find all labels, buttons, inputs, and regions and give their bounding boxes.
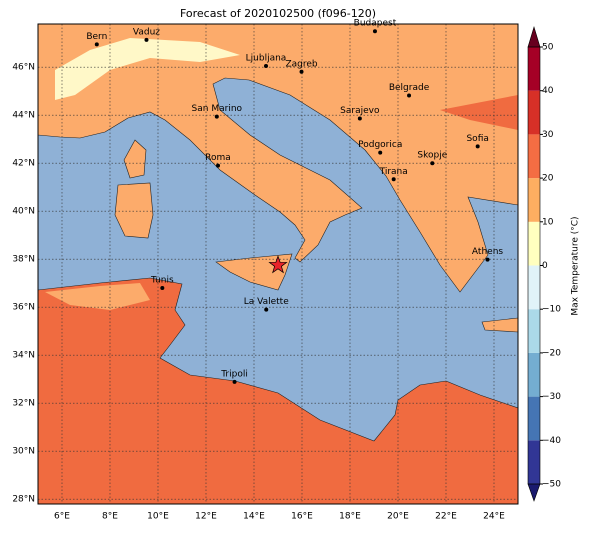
city-dot <box>372 29 377 34</box>
colorbar-band <box>528 134 540 179</box>
x-tick-label: 18°E <box>339 512 361 522</box>
city-label: Belgrade <box>389 83 430 93</box>
x-tick-label: 6°E <box>54 512 70 522</box>
location-marker <box>268 255 288 274</box>
city-label: Sarajevo <box>340 106 380 116</box>
colorbar-band <box>528 47 540 91</box>
city-dot <box>378 150 383 155</box>
colorbar-band <box>528 396 540 441</box>
city-dot <box>264 307 269 312</box>
colorbar-tick-label: 20 <box>542 174 554 184</box>
colorbar-under <box>527 483 541 502</box>
city-dot <box>475 144 480 149</box>
y-tick-label: 36°N <box>12 303 35 313</box>
title: Forecast of 2020102500 (f096-120) <box>180 7 376 20</box>
city-dot <box>94 42 99 47</box>
city-dot <box>232 379 237 384</box>
y-tick-label: 32°N <box>12 399 35 409</box>
city-label: Zagreb <box>285 59 317 69</box>
corsica <box>123 139 147 179</box>
colorbar-band <box>528 221 540 266</box>
colorbar-tick-label: −30 <box>542 392 561 402</box>
y-tick-label: 34°N <box>12 351 35 361</box>
x-tick-label: 12°E <box>195 512 217 522</box>
colorbar-tick-label: 0 <box>542 261 548 271</box>
y-tick-label: 30°N <box>12 447 35 457</box>
colorbar-tick-label: −50 <box>542 480 561 490</box>
y-tick-label: 38°N <box>12 255 35 265</box>
colorbar-band <box>528 440 540 484</box>
city-label: Tunis <box>150 276 174 286</box>
colorbar-tick-label: 10 <box>542 217 554 227</box>
x-tick-label: 24°E <box>483 512 505 522</box>
colorbar-tick-label: 30 <box>542 130 554 140</box>
city-dot <box>214 114 219 119</box>
colorbar-band <box>528 309 540 353</box>
colorbar-over <box>527 25 541 48</box>
balkans-warm <box>440 95 518 130</box>
colorbar-tick-label: −40 <box>542 436 561 446</box>
city-dot <box>264 64 268 68</box>
city-label: Bern <box>86 32 107 42</box>
y-tick-label: 44°N <box>12 111 35 121</box>
colorbar-tick-label: 50 <box>542 43 554 53</box>
colorbar-band <box>528 90 540 135</box>
colorbar: −50 −40 −30 −20 −10 0 10 20 30 40 50 <box>527 25 561 502</box>
city-dot <box>160 286 165 290</box>
city-dot <box>407 93 412 98</box>
city-label: Sofia <box>466 134 488 144</box>
crete <box>481 317 518 333</box>
y-tick-label: 46°N <box>12 63 35 73</box>
y-tick-label: 42°N <box>12 159 35 169</box>
colorbar-tick-label: −20 <box>542 348 561 358</box>
x-tick-label: 20°E <box>387 512 409 522</box>
city-label: Podgorica <box>358 140 402 150</box>
city-label: Skopje <box>417 151 447 161</box>
city-label: Athens <box>472 247 503 257</box>
x-tick-label: 14°E <box>243 512 265 522</box>
city-dot <box>430 161 435 166</box>
city-label: Tripoli <box>220 369 248 379</box>
city-dot <box>391 177 396 182</box>
city-dot <box>357 116 362 121</box>
colorbar-tick-label: 40 <box>542 86 554 96</box>
x-tick-label: 16°E <box>291 512 313 522</box>
alps <box>55 38 240 100</box>
africa-warm-patch <box>45 283 150 310</box>
colorbar-tick-label: −10 <box>542 305 561 315</box>
city-dot <box>299 69 304 74</box>
city-label: San Marino <box>192 104 243 114</box>
colorbar-band <box>528 352 540 397</box>
city-dot <box>216 163 220 168</box>
colorbar-label: Max Temperature (°C) <box>571 216 581 315</box>
y-tick-label: 28°N <box>12 495 35 505</box>
y-tick-label: 40°N <box>12 207 35 217</box>
city-label: Vaduz <box>133 27 160 37</box>
x-tick-label: 22°E <box>435 512 457 522</box>
city-label: Tirana <box>379 167 408 177</box>
map-frame <box>37 23 519 505</box>
colorbar-band <box>528 265 540 310</box>
city-label: Roma <box>205 153 231 163</box>
x-tick-label: 10°E <box>147 512 169 522</box>
city-dot <box>485 257 490 262</box>
city-dot <box>144 37 149 42</box>
x-tick-label: 8°E <box>102 512 118 522</box>
sardinia <box>114 182 154 239</box>
city-label: Ljubljana <box>246 54 287 64</box>
colorbar-band <box>528 178 540 222</box>
grid: 6°E 8°E 10°E 12°E 14°E 16°E 18°E 20°E 22°E 24°E 28… <box>12 24 518 522</box>
city-label: La Valette <box>244 297 289 307</box>
